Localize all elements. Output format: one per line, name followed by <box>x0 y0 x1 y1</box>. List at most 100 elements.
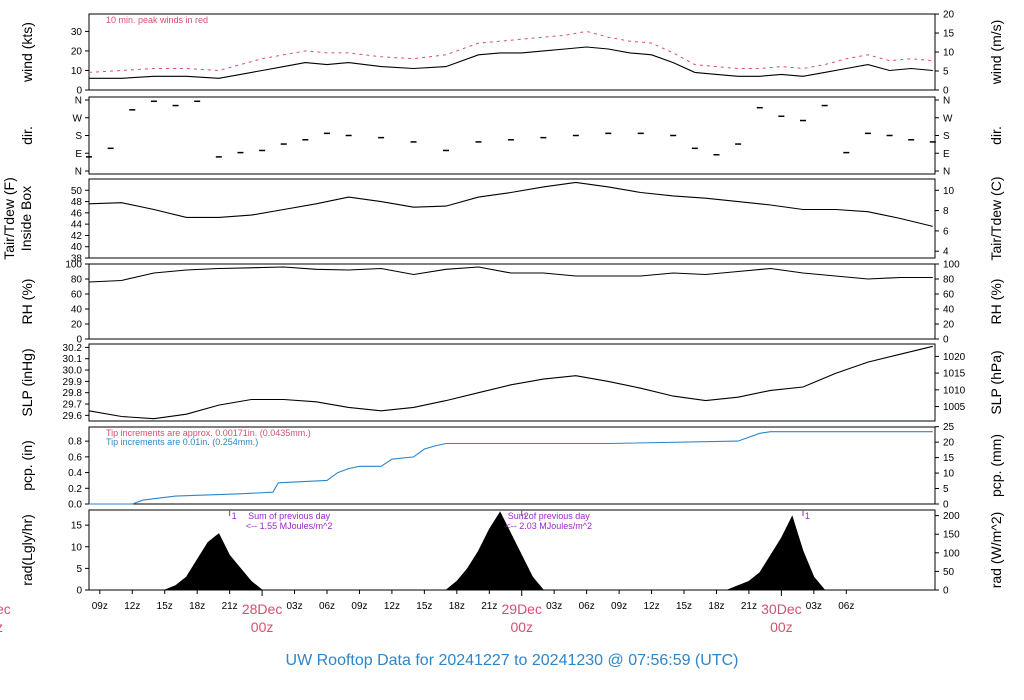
right-tick-label: 20 <box>943 10 955 21</box>
time-tick-label: 09z <box>351 601 367 612</box>
right-tick-label: 100 <box>943 260 960 271</box>
right-tick-label: 0 <box>943 86 949 97</box>
time-tick-label: 15z <box>416 601 432 612</box>
left-tick-label: 0 <box>76 586 82 597</box>
y-axis-label-left: RH (%) <box>19 279 35 325</box>
time-tick-label: 06z <box>579 601 595 612</box>
day-sum-line1: Sum of previous day <box>248 511 331 521</box>
rad-marker-label: 1 <box>232 511 237 521</box>
day-label-z: 00z <box>510 619 533 635</box>
time-tick-label: 09z <box>611 601 627 612</box>
left-tick-label: 30 <box>71 27 83 38</box>
right-tick-label: 10 <box>943 469 955 480</box>
left-tick-label: 29.9 <box>63 377 83 388</box>
rad-area <box>164 511 826 591</box>
left-tick-label: 46 <box>71 208 83 219</box>
right-tick-label: 60 <box>943 290 955 301</box>
time-tick-label: 03z <box>286 601 302 612</box>
left-tick-label: 5 <box>76 564 82 575</box>
left-tick-label: 80 <box>71 275 83 286</box>
left-tick-label: 30.2 <box>63 343 83 354</box>
left-tick-label: 40 <box>71 242 83 253</box>
left-tick-label: 29.8 <box>63 388 83 399</box>
right-tick-label: 1010 <box>943 385 966 396</box>
right-tick-label: 40 <box>943 305 955 316</box>
time-tick-label: 03z <box>806 601 822 612</box>
time-tick-label: 18z <box>189 601 205 612</box>
right-tick-label: 15 <box>943 453 955 464</box>
y-axis-label-right: RH (%) <box>988 279 1004 325</box>
time-tick-label: 12z <box>124 601 140 612</box>
left-tick-label: 100 <box>65 260 82 271</box>
series-line-temp <box>88 181 933 227</box>
time-tick-label: 18z <box>708 601 724 612</box>
left-tick-label: 0 <box>76 86 82 97</box>
right-tick-label: 0 <box>943 500 949 511</box>
time-tick-label: 21z <box>222 601 238 612</box>
right-tick-label: N <box>943 96 950 107</box>
left-tick-label: E <box>75 149 82 160</box>
right-tick-label: 20 <box>943 438 955 449</box>
left-tick-label: 0.2 <box>68 484 82 495</box>
time-tick-label: 06z <box>838 601 854 612</box>
day-label-date: 28Dec <box>242 601 282 617</box>
right-tick-label: 20 <box>943 320 955 331</box>
left-tick-label: 0.4 <box>68 468 82 479</box>
left-tick-label: N <box>75 96 82 107</box>
panel-pcp: 0.0 0.2 0.4 0.6 0.8 0 5 10 15 20 25 pcp. (in) pcp. (… <box>19 422 1004 510</box>
rad-marker-label: 2 <box>524 511 529 521</box>
series-line-slp <box>88 345 933 420</box>
left-tick-label: 30.1 <box>63 354 83 365</box>
right-tick-label: 150 <box>943 530 960 541</box>
time-tick-label: 09z <box>92 601 108 612</box>
y-axis-label-left: pcp. (in) <box>19 440 35 491</box>
left-tick-label: 0.0 <box>68 500 82 511</box>
time-tick-label: 12z <box>384 601 400 612</box>
left-tick-label: 30.0 <box>63 366 83 377</box>
left-tick-label: W <box>73 113 83 124</box>
right-tick-label: E <box>943 149 950 160</box>
pcp-annotation-blue: Tip increments are 0.01in. (0.254mm.) <box>106 437 258 447</box>
left-tick-label: 50 <box>71 186 83 197</box>
left-tick-label: 38 <box>71 254 83 265</box>
panel-wind: 0 10 20 30 0 5 10 15 20 wind (kts) wind (m/s) 10 mi… <box>19 10 1004 97</box>
right-tick-label: 5 <box>943 67 949 78</box>
right-tick-label: 10 <box>943 48 955 59</box>
left-tick-label: 42 <box>71 231 83 242</box>
y-axis-label-right: SLP (hPa) <box>988 350 1004 414</box>
left-tick-label: S <box>75 131 82 142</box>
rad-marker-label: 1 <box>805 511 810 521</box>
wind-peak-series <box>88 30 933 73</box>
left-tick-label: 44 <box>71 220 83 231</box>
series-line-pcp <box>89 431 933 505</box>
y-axis-label-left: dir. <box>19 126 35 145</box>
left-tick-label: 15 <box>71 521 83 532</box>
time-tick-label: 12z <box>643 601 659 612</box>
right-tick-label: 100 <box>943 548 960 559</box>
right-tick-label: 1020 <box>943 352 966 363</box>
series-line-wind <box>89 46 933 79</box>
right-tick-label: 200 <box>943 511 960 522</box>
wind-annotation: 10 min. peak winds in red <box>106 15 208 25</box>
footer-title: UW Rooftop Data for 20241227 to 20241230… <box>286 652 739 669</box>
right-tick-label: 4 <box>943 247 949 258</box>
clipped-day-date: ec <box>0 601 11 617</box>
right-tick-label: 25 <box>943 422 955 433</box>
right-tick-label: 0 <box>943 586 949 597</box>
clipped-day-z: z <box>0 619 3 635</box>
left-tick-label: 29.6 <box>63 411 83 422</box>
left-tick-label: 48 <box>71 197 83 208</box>
panel-frame-dir <box>88 96 936 175</box>
right-tick-label: 15 <box>943 29 955 40</box>
panel-slp: 29.629.729.829.930.030.130.2 1005 1010 1015… <box>19 343 1004 422</box>
left-tick-label: 60 <box>71 290 83 301</box>
right-tick-label: N <box>943 167 950 178</box>
y-axis-label-right: Tair/Tdew (C) <box>988 176 1004 260</box>
left-tick-label: 20 <box>71 46 83 57</box>
day-label-z: 00z <box>770 619 793 635</box>
right-tick-label: 8 <box>943 206 949 217</box>
pcp-annotation-red: Tip increments are approx. 0.00171in. (0… <box>106 428 311 438</box>
left-tick-label: 0.8 <box>68 437 82 448</box>
